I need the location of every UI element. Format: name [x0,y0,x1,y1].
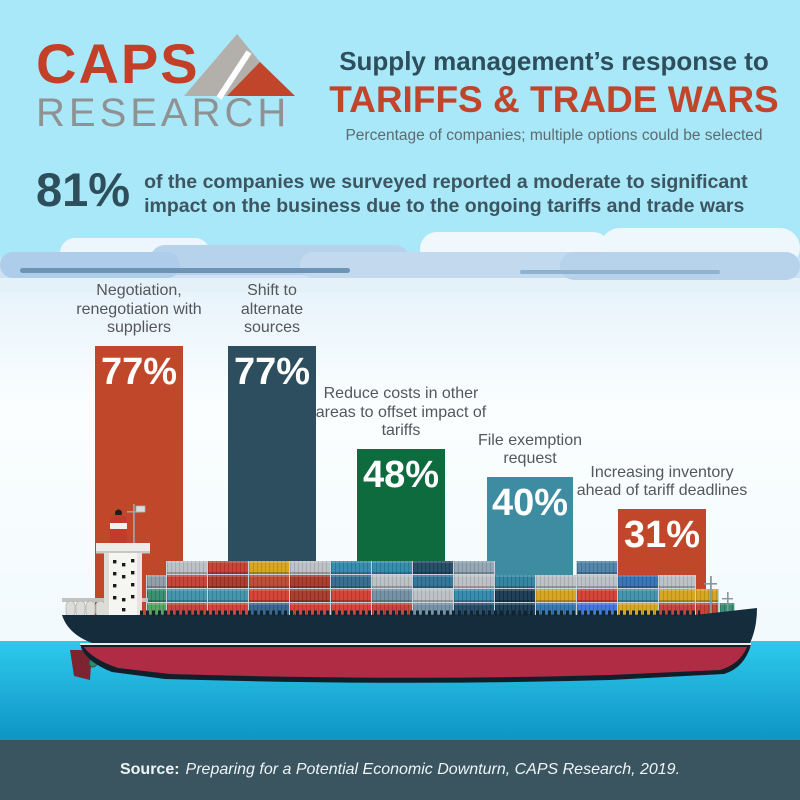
shipping-container [331,589,371,602]
container-stack [207,561,249,616]
shipping-container [536,575,576,588]
shipping-container [454,589,494,602]
shipping-container [495,575,535,588]
shipping-container [659,589,695,602]
logo-caps-text: CAPS [36,32,200,95]
bar-category-label: Shift to alternate sources [240,281,304,337]
logo-research-text: RESEARCH [36,91,291,135]
container-stack [658,575,696,616]
shipping-container [577,561,617,574]
bar-value-label: 48% [362,454,440,496]
cloud [20,268,350,273]
shipping-container [249,575,289,588]
container-stack [166,561,208,616]
shipping-container [495,589,535,602]
statistic-value: 81% [36,163,131,216]
container-stack [146,575,167,616]
shipping-container [208,561,248,574]
bar-value-label: 77% [100,351,178,393]
source-footer: Source: Preparing for a Potential Econom… [0,740,800,800]
cloud [0,278,800,292]
shipping-container [208,589,248,602]
page-title: Supply management’s response to [339,46,769,76]
cargo-ship-illustration [62,504,757,683]
shipping-container [413,561,453,574]
bar-value-label: 31% [623,514,701,556]
shipping-container [577,589,617,602]
bow-masts [704,576,733,618]
page-title-emphasis: TARIFFS & TRADE WARS [329,79,779,120]
container-stack [371,561,413,616]
shipping-container [372,575,412,588]
cloud [0,252,180,278]
shipping-container [413,575,453,588]
shipping-container [696,589,718,602]
shipping-container [331,561,371,574]
shipping-container [208,575,248,588]
shipping-container [618,575,658,588]
bar-value-label: 40% [491,482,569,524]
page-subtitle: Percentage of companies; multiple option… [345,127,763,144]
container-stack [494,575,536,616]
bar-category-label: Increasing inventory ahead of tariff dea… [576,463,748,500]
mountain-logo-icon [184,34,295,100]
shipping-container [454,575,494,588]
rudder [70,650,92,680]
shipping-container [536,589,576,602]
bar-value-label: 77% [233,351,311,393]
shipping-container [147,589,166,602]
container-stack [576,561,618,616]
porthole-windows [113,559,135,612]
shipping-container [290,575,330,588]
shipping-container [290,589,330,602]
bar-category-label: Negotiation, renegotiation with supplier… [76,281,202,337]
shipping-container [290,561,330,574]
shipping-container [167,561,207,574]
container-stack [453,561,495,616]
container-stack [330,561,372,616]
shipping-container [618,589,658,602]
bridge-tower [96,504,150,618]
container-stack [695,589,719,616]
shipping-container [454,561,494,574]
bar-category-label: Reduce costs in other areas to offset im… [315,384,487,440]
shipping-container [249,589,289,602]
shipping-container [413,589,453,602]
shipping-container [372,589,412,602]
shipping-container [167,589,207,602]
shipping-container [249,561,289,574]
statistic-text: of the companies we surveyed reported a … [144,171,748,217]
shipping-container [577,575,617,588]
shipping-container [331,575,371,588]
ship-hull [62,608,757,683]
bar-category-label: File exemption request [477,431,583,468]
shipping-container [167,575,207,588]
key-statistic: 81% of the companies we surveyed reporte… [36,163,776,219]
shipping-container [147,575,166,588]
shipping-container [372,561,412,574]
source-text: Preparing for a Potential Economic Downt… [185,761,681,778]
chimney [110,515,127,545]
cloud [560,252,800,280]
cloud [520,270,720,274]
shipping-container [659,575,695,588]
shipping-container [147,603,166,616]
shipping-container [696,603,718,616]
container-stack [248,561,290,616]
source-label: Source: [119,761,180,778]
title-block: Supply management’s response to TARIFFS … [318,46,790,145]
